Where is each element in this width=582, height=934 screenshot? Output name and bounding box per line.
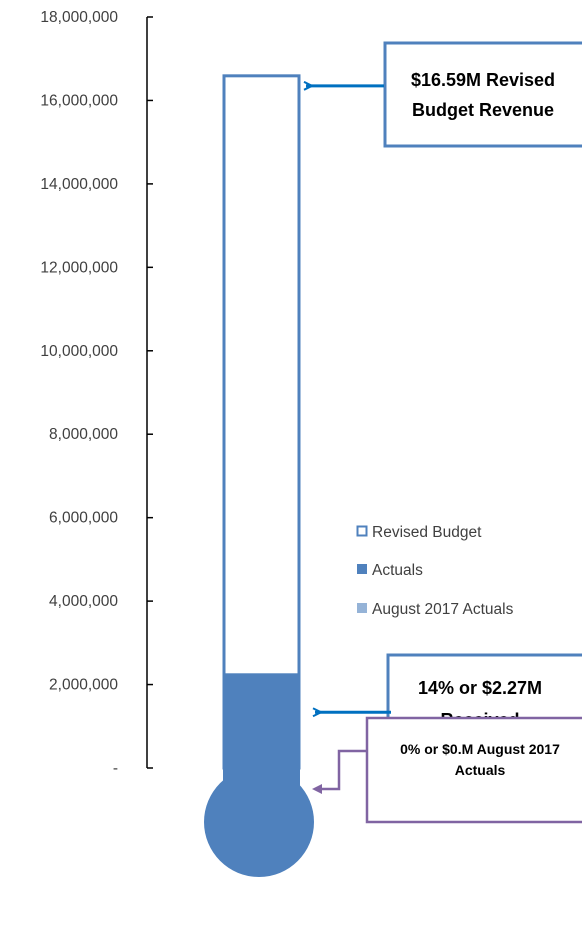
y-tick-label: 4,000,000: [49, 593, 118, 610]
y-tick-label: 6,000,000: [49, 510, 118, 527]
legend-label: Actuals: [372, 562, 423, 579]
actuals-callout-line1: 14% or $2.27M: [418, 678, 542, 698]
legend-swatch: [356, 525, 368, 537]
plot-area: [204, 74, 314, 877]
legend-swatch: [357, 603, 367, 613]
y-tick-label: 10,000,000: [40, 343, 118, 360]
august-callout-arrow: [312, 749, 366, 794]
legend-label: August 2017 Actuals: [372, 601, 514, 618]
revised-budget-bar: [222, 74, 301, 770]
y-tick-label: -: [113, 760, 118, 777]
legend-swatch: [357, 564, 367, 574]
actuals-bar: [223, 673, 300, 812]
y-tick-label: 12,000,000: [40, 259, 118, 276]
y-tick-label: 18,000,000: [40, 9, 118, 26]
y-tick-label: 16,000,000: [40, 92, 118, 109]
august-callout-line2: Actuals: [455, 762, 506, 778]
y-tick-label: 8,000,000: [49, 426, 118, 443]
y-tick-label: 2,000,000: [49, 677, 118, 694]
august-callout-line1: 0% or $0.M August 2017: [400, 741, 560, 757]
budget-callout-line2: Budget Revenue: [412, 100, 554, 120]
y-axis: - 2,000,000 4,000,000 6,000,000 8,000,000 10,…: [40, 9, 153, 777]
legend: Revised Budget Actuals August 2017 Actuals: [356, 524, 514, 618]
budget-callout-box: [383, 41, 582, 148]
y-tick-label: 14,000,000: [40, 176, 118, 193]
august-callout-box: [365, 716, 582, 824]
budget-callout-line1: $16.59M Revised: [411, 70, 555, 90]
annotations: $16.59M Revised Budget Revenue 14% or $2.2…: [306, 41, 582, 824]
legend-label: Revised Budget: [372, 524, 482, 541]
